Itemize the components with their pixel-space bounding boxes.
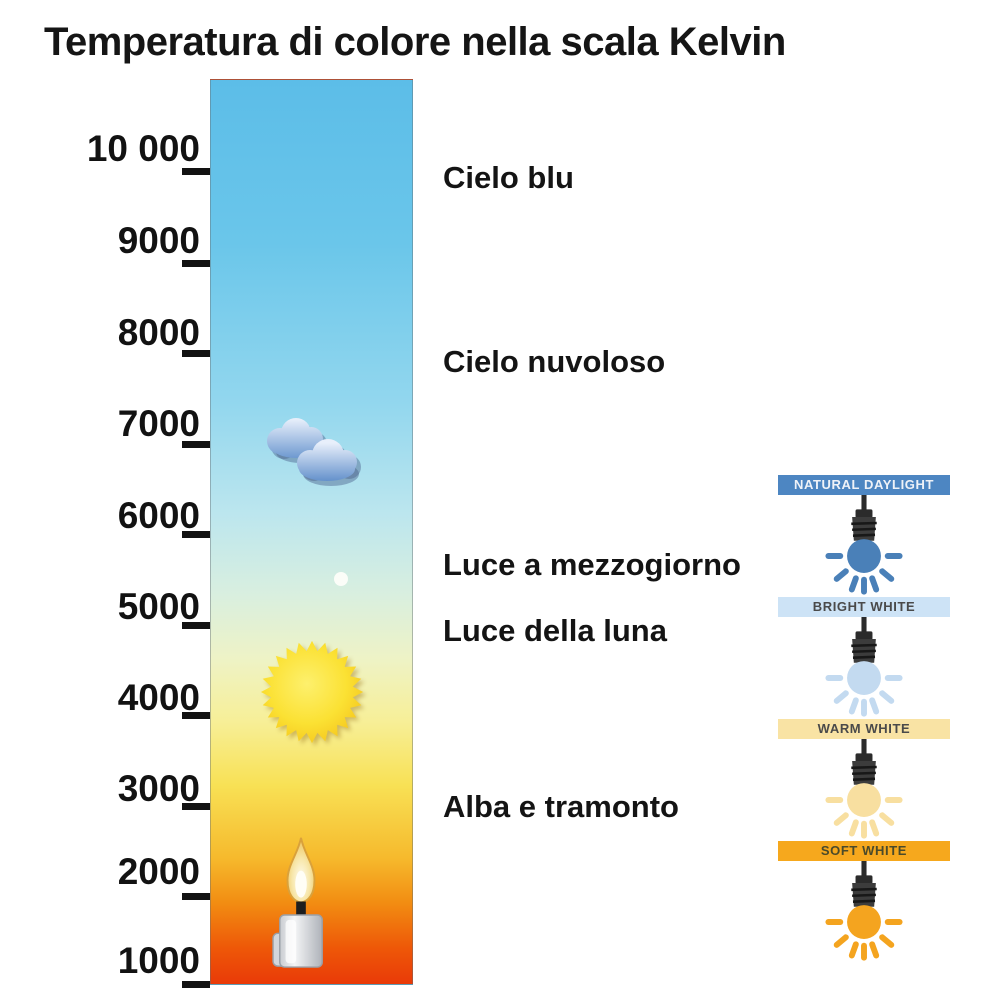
bulb-group-soft-white: SOFT WHITE <box>778 841 950 961</box>
annotation-luce-luna: Luce della luna <box>443 613 667 648</box>
bulb-group-bright-white: BRIGHT WHITE <box>778 597 950 717</box>
kelvin-label-8000: 8000 <box>117 312 200 353</box>
page-title: Temperatura di colore nella scala Kelvin <box>44 20 786 64</box>
light-bulb-icon <box>813 861 915 961</box>
kelvin-label-2000: 2000 <box>117 851 200 892</box>
tick-mark <box>182 441 210 448</box>
kelvin-gradient-bar <box>210 79 413 985</box>
kelvin-label-6000: 6000 <box>117 495 200 536</box>
banner-bright-white: BRIGHT WHITE <box>778 597 950 617</box>
kelvin-label-4000: 4000 <box>117 677 200 718</box>
tick-mark <box>182 981 210 988</box>
annotation-alba-tramonto: Alba e tramonto <box>443 789 679 824</box>
tick-mark <box>182 712 210 719</box>
kelvin-label-10000: 10 000 <box>86 128 200 169</box>
banner-warm-white: WARM WHITE <box>778 719 950 739</box>
tick-mark <box>182 893 210 900</box>
banner-natural-daylight: NATURAL DAYLIGHT <box>778 475 950 495</box>
tick-mark <box>182 350 210 357</box>
kelvin-label-1000: 1000 <box>117 940 200 981</box>
banner-soft-white: SOFT WHITE <box>778 841 950 861</box>
kelvin-label-9000: 9000 <box>117 220 200 261</box>
tick-mark <box>182 260 210 267</box>
kelvin-label-5000: 5000 <box>117 586 200 627</box>
kelvin-label-3000: 3000 <box>117 768 200 809</box>
tick-mark <box>182 531 210 538</box>
annotation-luce-mezzogiorno: Luce a mezzogiorno <box>443 547 741 582</box>
bulb-group-warm-white: WARM WHITE <box>778 719 950 839</box>
annotation-cielo-nuvoloso: Cielo nuvoloso <box>443 344 666 379</box>
moon-dot-icon <box>334 572 348 586</box>
tick-mark <box>182 622 210 629</box>
candle-icon <box>272 837 323 968</box>
tick-mark <box>182 168 210 175</box>
light-bulb-icon <box>813 617 915 717</box>
light-bulb-icon <box>813 495 915 595</box>
kelvin-label-7000: 7000 <box>117 403 200 444</box>
light-bulb-icon <box>813 739 915 839</box>
clouds-icon <box>267 418 361 486</box>
tick-mark <box>182 803 210 810</box>
bulb-group-natural-daylight: NATURAL DAYLIGHT <box>778 475 950 595</box>
sun-icon <box>260 640 364 744</box>
annotation-cielo-blu: Cielo blu <box>443 160 574 195</box>
